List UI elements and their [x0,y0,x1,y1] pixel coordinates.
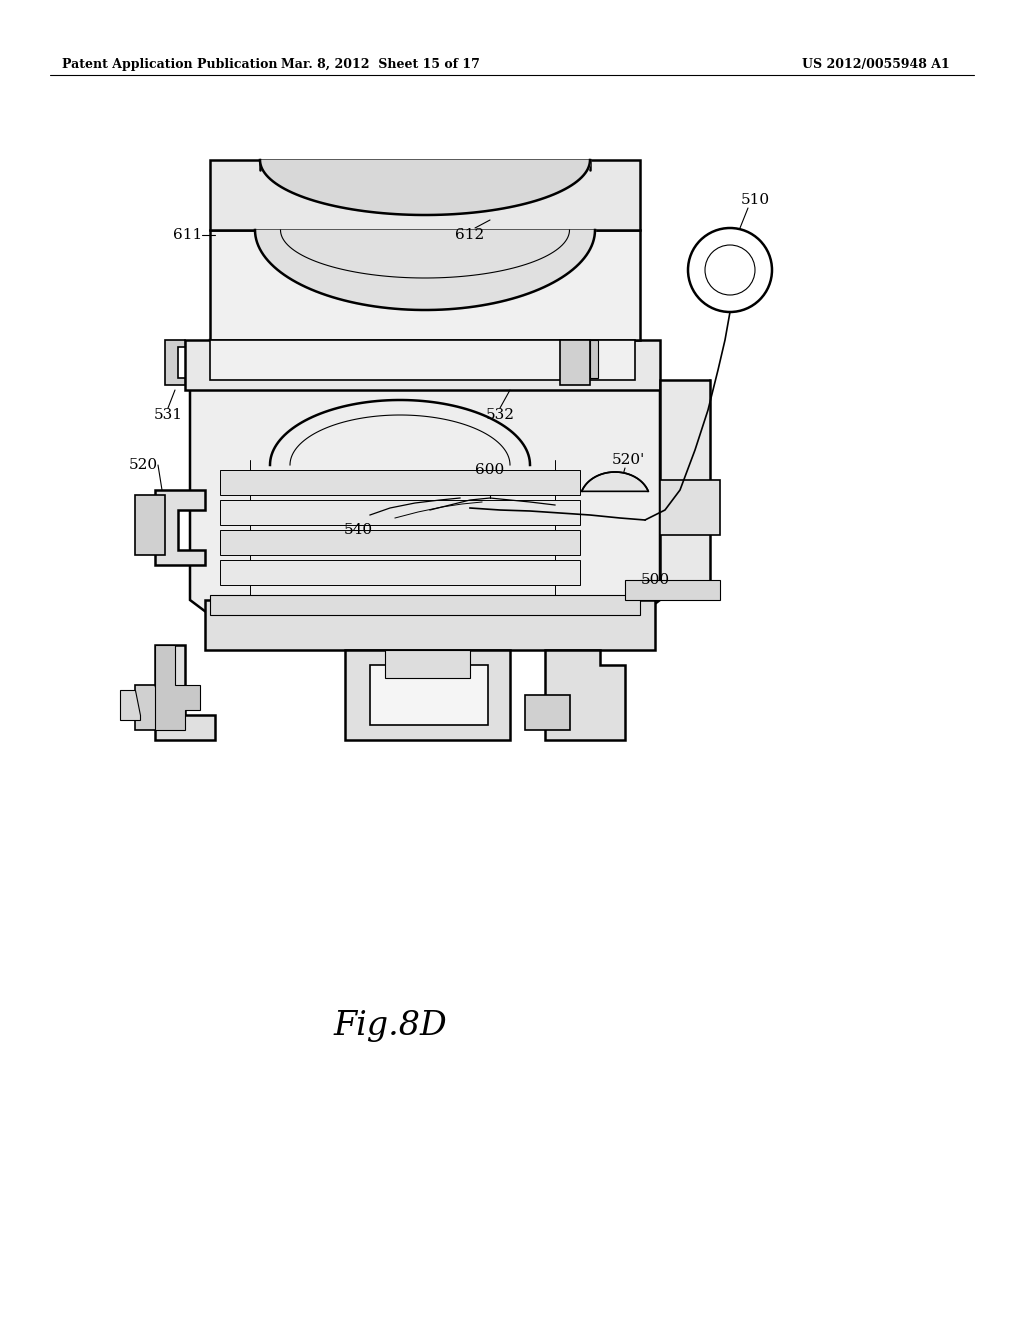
Polygon shape [220,560,580,585]
Text: 532: 532 [485,408,514,422]
Polygon shape [220,531,580,554]
Text: 520: 520 [128,458,158,473]
Text: US 2012/0055948 A1: US 2012/0055948 A1 [802,58,950,71]
Polygon shape [155,490,205,565]
Polygon shape [155,645,215,741]
Polygon shape [190,341,660,615]
Polygon shape [135,495,165,554]
Polygon shape [625,579,720,601]
Polygon shape [205,601,655,649]
Polygon shape [525,696,570,730]
Text: Patent Application Publication: Patent Application Publication [62,58,278,71]
Polygon shape [155,645,200,730]
Polygon shape [370,665,488,725]
Text: 540: 540 [343,523,373,537]
Polygon shape [385,649,470,678]
Polygon shape [560,341,590,385]
Polygon shape [660,480,720,535]
Polygon shape [210,230,640,341]
Polygon shape [220,470,580,495]
Polygon shape [210,341,635,380]
Text: Mar. 8, 2012  Sheet 15 of 17: Mar. 8, 2012 Sheet 15 of 17 [281,58,479,71]
Text: 520': 520' [611,453,645,467]
Text: 500: 500 [640,573,670,587]
Polygon shape [345,649,510,741]
Polygon shape [120,690,140,719]
Text: 611: 611 [173,228,203,242]
Text: 510: 510 [740,193,770,207]
Text: 600: 600 [475,463,505,477]
Polygon shape [660,380,710,590]
Polygon shape [545,649,625,741]
Polygon shape [210,160,640,230]
Text: 612: 612 [456,228,484,242]
Polygon shape [135,685,165,730]
Text: 531: 531 [154,408,182,422]
Polygon shape [590,341,598,378]
Text: Fig.8D: Fig.8D [333,1010,446,1041]
Polygon shape [185,341,660,389]
Polygon shape [220,500,580,525]
Polygon shape [210,595,640,615]
Polygon shape [165,341,185,385]
Polygon shape [582,473,648,491]
